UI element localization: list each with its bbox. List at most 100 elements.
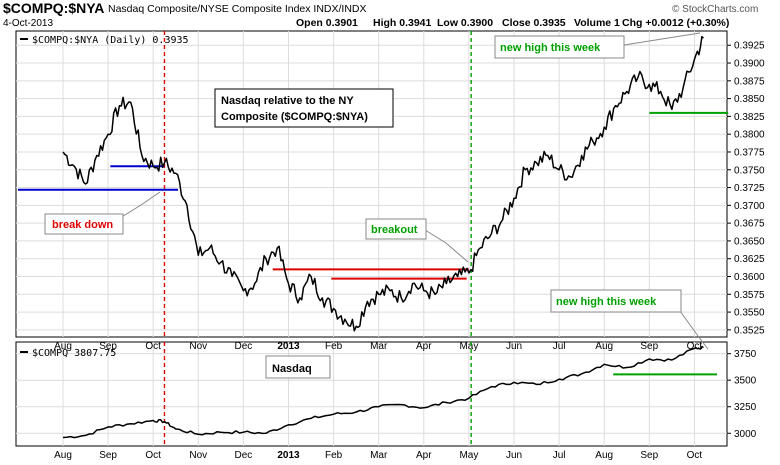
open-value: Open 0.3901 — [296, 17, 358, 29]
y-tick-label: 0.3700 — [734, 201, 765, 212]
y-tick-label: 0.3675 — [734, 219, 765, 230]
x-tick-label: Sep — [640, 341, 658, 352]
main-legend: $COMPQ:$NYA (Daily) 0.3935 — [32, 35, 189, 46]
x-tick-label: Sep — [99, 341, 117, 352]
x-tick-label: Nov — [189, 341, 207, 352]
ratio-line — [62, 35, 704, 332]
x-tick-label: 2013 — [277, 341, 300, 352]
x-tick-label: Oct — [687, 341, 703, 352]
x-tick-label: Mar — [370, 341, 388, 352]
chart-name: Nasdaq Composite/NYSE Composite Index IN… — [108, 3, 367, 15]
chart-symbol: $COMPQ:$NYA — [3, 0, 104, 16]
break-down-frame — [44, 213, 124, 235]
y-tick-label: 0.3725 — [734, 183, 765, 194]
y-tick-label: 0.3600 — [734, 272, 765, 283]
break-down-callout: break down — [44, 191, 161, 235]
x-tick-label: Feb — [325, 341, 343, 352]
y-tick-label: 0.3825 — [734, 112, 765, 123]
x-tick-label: Jun — [506, 450, 522, 461]
x-tick-label: Oct — [687, 450, 703, 461]
new-high-callout-lower: new high this week — [550, 289, 709, 350]
x-tick-label: Mar — [370, 450, 388, 461]
y-tick-label: 0.3750 — [734, 165, 765, 176]
lower-legend: $COMPQ 3807.75 — [32, 348, 116, 359]
x-tick-label: Apr — [416, 450, 432, 461]
event-vlines — [163, 31, 472, 446]
volume-value: Volume 1 — [574, 17, 620, 29]
watermark: © StockCharts.com — [672, 4, 758, 15]
y-tick-label: 0.3625 — [734, 254, 765, 265]
title-box-line2: Composite ($COMPQ:$NYA) — [221, 111, 368, 123]
title-box: Nasdaq relative to the NY Composite ($CO… — [214, 88, 394, 128]
break-down-pointer — [119, 191, 161, 219]
x-tick-label: Aug — [54, 450, 72, 461]
break-down-label: break down — [52, 219, 113, 231]
x-tick-label: Aug — [595, 450, 613, 461]
new-high-pointer-main — [623, 32, 701, 46]
x-tick-label: 2013 — [277, 450, 300, 461]
new-high-frame-main — [494, 35, 625, 59]
x-tick-label: Apr — [416, 341, 432, 352]
x-tick-label: Feb — [325, 450, 343, 461]
nasdaq-label-frame — [265, 355, 331, 379]
y-tick-label: 0.3575 — [734, 290, 765, 301]
x-tick-label: Jun — [506, 341, 522, 352]
lower-x-axis: Aug Sep Oct Nov Dec 2013 Feb Mar Apr May Jun Jul Aug… — [54, 450, 702, 461]
new-high-label-main: new high this week — [500, 42, 601, 54]
x-tick-label: Sep — [640, 450, 658, 461]
x-tick-label: Aug — [595, 341, 613, 352]
lower-grid — [16, 342, 727, 446]
x-tick-label: Sep — [99, 450, 117, 461]
breakout-label: breakout — [371, 224, 418, 236]
y-tick-label: 0.3875 — [734, 76, 765, 87]
main-x-axis: Aug Sep Oct Nov Dec 2013 Feb Mar Apr May Jun Jul Aug… — [54, 341, 702, 352]
y-tick-label: 0.3550 — [734, 308, 765, 319]
new-high-frame-lower — [550, 289, 682, 313]
low-value: Low 0.3900 — [437, 17, 493, 29]
close-value: Close 0.3935 — [502, 17, 566, 29]
breakout-callout: breakout — [365, 218, 469, 263]
main-y-axis: 0.3925 0.3900 0.3875 0.3850 0.3825 0.3800 0.37… — [727, 41, 765, 336]
y-tick-label: 0.3850 — [734, 94, 765, 105]
x-tick-label: Dec — [235, 341, 253, 352]
nasdaq-label: Nasdaq — [272, 363, 312, 375]
breakout-pointer — [424, 229, 469, 263]
y-tick-label: 0.3525 — [734, 325, 765, 336]
y-tick-label: 0.3775 — [734, 147, 765, 158]
main-panel-frame — [15, 30, 728, 338]
y-tick-label: 0.3800 — [734, 130, 765, 141]
x-tick-label: Dec — [235, 450, 253, 461]
x-tick-label: Oct — [145, 450, 161, 461]
main-support-lines — [17, 111, 729, 280]
y-tick-label: 0.3925 — [734, 41, 765, 52]
y-tick-label: 0.3900 — [734, 59, 765, 70]
x-tick-label: Oct — [145, 341, 161, 352]
new-high-callout-main: new high this week — [494, 32, 701, 59]
y-tick-label: 3750 — [734, 349, 757, 360]
chart-date: 4-Oct-2013 — [3, 18, 53, 29]
x-tick-label: Jul — [553, 341, 566, 352]
y-tick-label: 0.3650 — [734, 236, 765, 247]
x-tick-label: Aug — [54, 341, 72, 352]
main-series — [62, 35, 704, 332]
change-value: Chg +0.0012 (+0.30%) — [622, 17, 729, 29]
x-tick-label: Nov — [189, 450, 207, 461]
title-box-line1: Nasdaq relative to the NY — [221, 95, 354, 107]
nasdaq-label-box: Nasdaq — [265, 355, 331, 379]
x-tick-label: May — [459, 341, 478, 352]
lower-panel-frame — [15, 341, 728, 447]
lower-series — [62, 345, 704, 439]
y-tick-label: 3000 — [734, 429, 757, 440]
new-high-pointer-lower — [679, 310, 709, 350]
x-tick-label: May — [459, 450, 478, 461]
breakout-frame — [365, 218, 427, 240]
new-high-label-lower: new high this week — [556, 296, 657, 308]
y-tick-label: 3500 — [734, 376, 757, 387]
high-value: High 0.3941 — [373, 17, 432, 29]
x-tick-label: Jul — [553, 450, 566, 461]
nasdaq-line — [62, 345, 704, 439]
lower-y-axis: 3750 3500 3250 3000 — [727, 349, 757, 440]
title-box-frame — [214, 88, 394, 128]
y-tick-label: 3250 — [734, 402, 757, 413]
